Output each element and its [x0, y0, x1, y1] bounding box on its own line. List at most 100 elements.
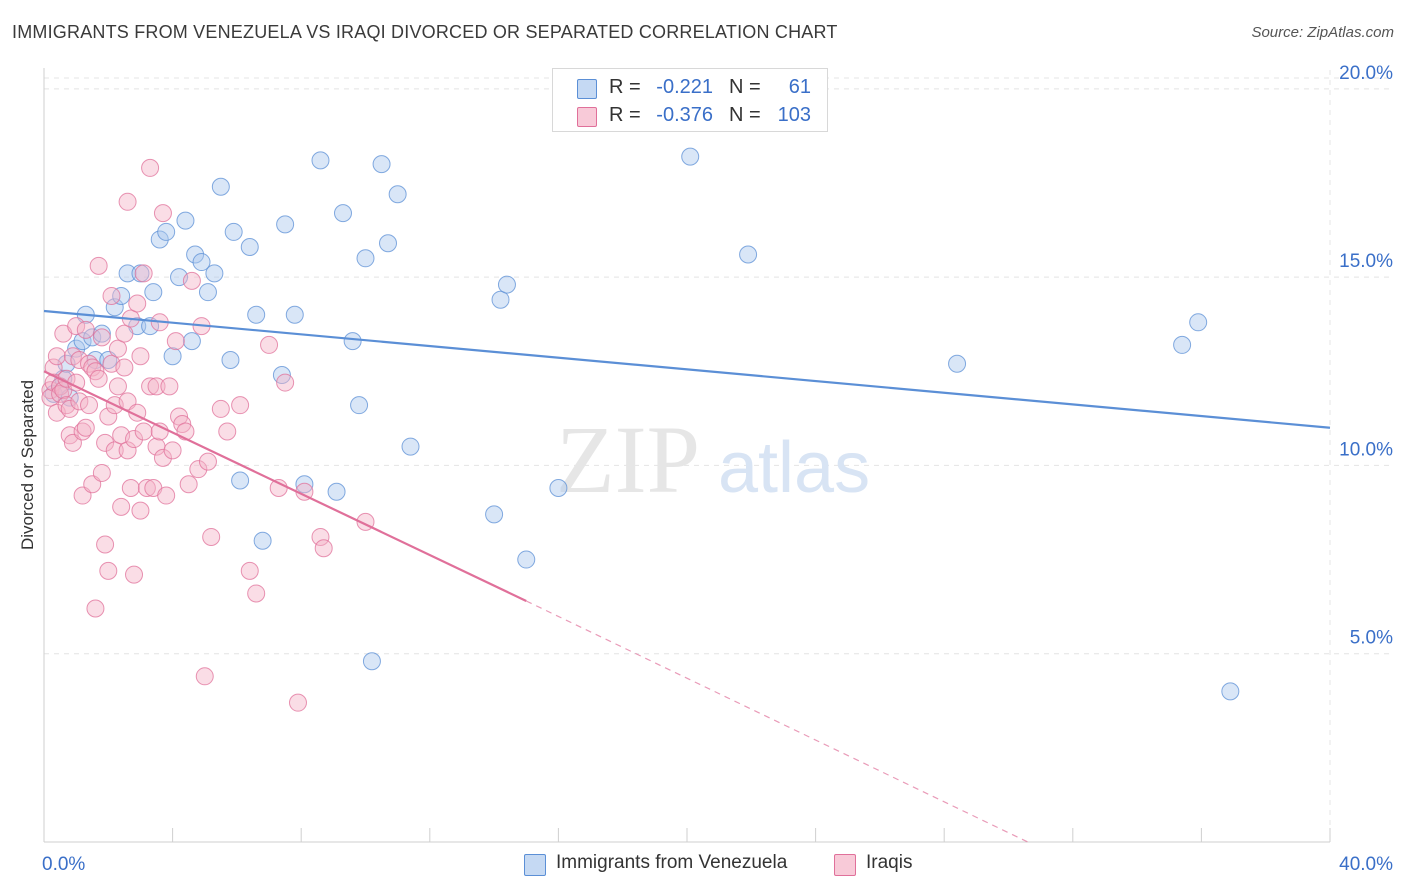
point-venezuela: [253, 531, 272, 550]
point-iraqis: [96, 535, 115, 554]
point-venezuela: [549, 479, 568, 498]
point-iraqis: [121, 479, 140, 498]
legend-swatch-iraqis: [834, 854, 856, 876]
stats-r-label: R =: [609, 104, 641, 126]
point-venezuela: [343, 332, 362, 351]
y-tick-label: 20.0%: [1339, 63, 1393, 84]
point-iraqis: [125, 430, 144, 449]
point-venezuela: [327, 482, 346, 501]
point-iraqis: [134, 422, 153, 441]
point-iraqis: [314, 539, 333, 558]
point-iraqis: [131, 501, 150, 520]
point-iraqis: [141, 377, 160, 396]
point-iraqis: [99, 407, 118, 426]
point-iraqis: [108, 339, 127, 358]
point-venezuela: [112, 286, 131, 305]
point-venezuela: [517, 550, 536, 569]
legend-label-iraqis: Iraqis: [866, 852, 913, 873]
legend-swatch-venezuela: [524, 854, 546, 876]
point-iraqis: [163, 441, 182, 460]
point-iraqis: [153, 204, 172, 223]
point-venezuela: [247, 305, 266, 324]
point-venezuela: [401, 437, 420, 456]
point-iraqis: [247, 584, 266, 603]
stats-n-value-iraqis: 103: [777, 104, 811, 126]
point-iraqis: [76, 320, 95, 339]
point-iraqis: [67, 317, 86, 336]
point-venezuela: [681, 147, 700, 166]
point-iraqis: [260, 335, 279, 354]
watermark-zip: ZIP: [556, 406, 700, 513]
point-iraqis: [157, 486, 176, 505]
point-venezuela: [231, 471, 250, 490]
axes: [43, 68, 1331, 843]
point-iraqis: [134, 264, 153, 283]
point-venezuela: [372, 155, 391, 174]
point-venezuela: [118, 264, 137, 283]
point-iraqis: [70, 392, 89, 411]
point-venezuela: [163, 347, 182, 366]
point-iraqis: [182, 271, 201, 290]
point-venezuela: [739, 245, 758, 264]
watermark-atlas: atlas: [718, 428, 870, 508]
point-iraqis: [102, 286, 121, 305]
stats-r-value-venezuela: -0.221: [656, 76, 713, 98]
point-venezuela: [379, 234, 398, 253]
point-iraqis: [128, 294, 147, 313]
point-iraqis: [195, 667, 214, 686]
point-iraqis: [137, 479, 156, 498]
point-iraqis: [112, 497, 131, 516]
point-venezuela: [285, 305, 304, 324]
point-iraqis: [160, 377, 179, 396]
stats-n-label: N =: [729, 76, 761, 98]
point-iraqis: [218, 422, 237, 441]
legend-label-venezuela: Immigrants from Venezuela: [556, 852, 788, 873]
trend-line-iraqis: [43, 370, 527, 602]
point-venezuela: [388, 185, 407, 204]
point-iraqis: [153, 448, 172, 467]
x-tick-label: 0.0%: [42, 854, 85, 875]
point-venezuela: [948, 354, 967, 373]
point-iraqis: [311, 527, 330, 546]
point-venezuela: [157, 222, 176, 241]
point-iraqis: [96, 433, 115, 452]
point-venezuela: [350, 396, 369, 415]
point-venezuela: [205, 264, 224, 283]
trend-line-venezuela: [43, 309, 1331, 429]
point-venezuela: [83, 328, 102, 347]
point-iraqis: [89, 369, 108, 388]
point-venezuela: [198, 283, 217, 302]
point-iraqis: [89, 256, 108, 275]
point-venezuela: [362, 652, 381, 671]
stats-row-iraqis: R = -0.376 N = 103: [553, 102, 827, 130]
y-tick-label: 15.0%: [1339, 251, 1393, 272]
point-iraqis: [92, 328, 111, 347]
stats-r-label: R =: [609, 76, 641, 98]
y-tick-label: 10.0%: [1339, 439, 1393, 460]
point-iraqis: [211, 399, 230, 418]
gridlines: [44, 70, 1394, 842]
point-iraqis: [115, 324, 134, 343]
stats-r-value-iraqis: -0.376: [656, 104, 713, 126]
point-venezuela: [192, 253, 211, 272]
point-venezuela: [105, 298, 124, 317]
point-venezuela: [356, 249, 375, 268]
trend-extension-iraqis: [525, 600, 1029, 843]
trend-lines: [43, 309, 1331, 843]
point-iraqis: [47, 347, 66, 366]
x-tick-label: 40.0%: [1339, 854, 1393, 875]
point-venezuela: [211, 177, 230, 196]
point-venezuela: [311, 151, 330, 170]
data-points: [41, 147, 1240, 712]
y-axis-label: Divorced or Separated: [18, 379, 37, 551]
stats-swatch-iraqis: [577, 107, 597, 127]
point-iraqis: [179, 475, 198, 494]
point-venezuela: [240, 237, 259, 256]
point-venezuela: [150, 230, 169, 249]
point-iraqis: [80, 396, 99, 415]
point-iraqis: [189, 460, 208, 479]
point-iraqis: [276, 373, 295, 392]
stats-n-value-venezuela: 61: [788, 76, 811, 98]
point-iraqis: [99, 561, 118, 580]
point-venezuela: [221, 350, 240, 369]
